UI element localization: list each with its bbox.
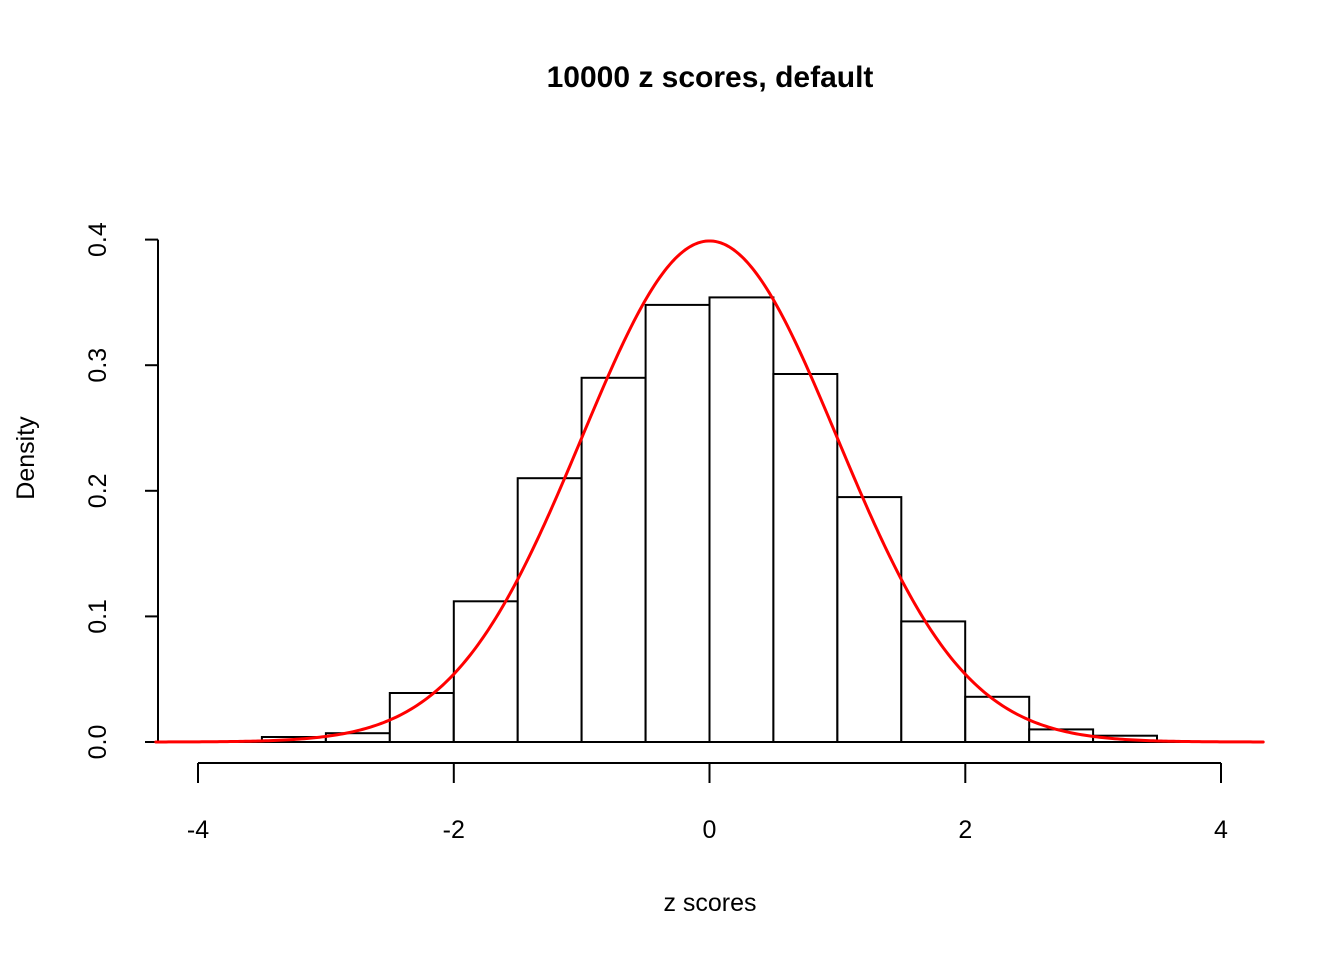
plot-title: 10000 z scores, default [547,61,874,94]
x-tick-label: 0 [703,816,717,844]
y-tick-label: 0.4 [84,222,112,257]
y-tick-label: 0.2 [84,473,112,508]
histogram-bar [964,695,1031,743]
histogram-bar [580,376,647,743]
y-tick-label: 0.1 [84,599,112,634]
y-axis-label: Density [12,416,40,500]
histogram-bars [198,296,1221,744]
x-axis-label: z scores [663,889,756,917]
x-tick-label: 4 [1214,816,1228,844]
histogram-bar [772,373,839,743]
histogram-bar [900,620,967,744]
axes: 0.0 0.1 0.2 0.3 0.4 -4 -2 0 2 4 [84,222,1228,844]
histogram-bar [516,477,583,743]
x-tick-label: -2 [443,816,465,844]
histogram-bar [452,600,519,743]
histogram-bar [644,303,711,743]
normal-density-curve [154,239,1265,744]
y-tick-label: 0.3 [84,348,112,383]
histogram-bar [836,496,903,743]
x-tick-label: 2 [958,816,972,844]
y-tick-label: 0.0 [84,725,112,760]
histogram-bar [708,296,775,743]
x-tick-label: -4 [187,816,209,844]
